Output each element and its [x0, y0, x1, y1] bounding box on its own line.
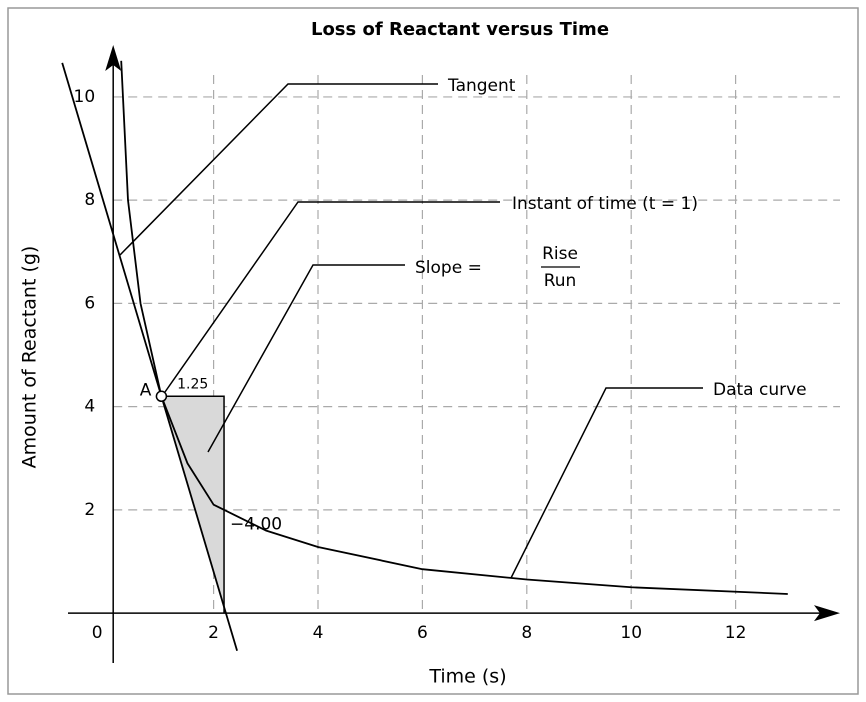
- y-tick-label: 6: [84, 293, 95, 313]
- leader: [207, 264, 405, 453]
- y-tick-label: 10: [74, 87, 96, 107]
- y-tick-label: 8: [84, 190, 95, 210]
- frame: [7, 7, 859, 695]
- annotation: −4.00: [230, 515, 282, 535]
- x-axis-label: Time (s): [428, 666, 506, 688]
- marks: [61, 60, 788, 651]
- y-axis-arrow: [105, 45, 122, 71]
- y-tick-label: 2: [84, 500, 95, 520]
- y-axis-label: Amount of Reactant (g): [19, 246, 41, 469]
- x-axis-arrow: [814, 605, 840, 622]
- x-tick-label: 2: [208, 623, 219, 643]
- annotation: Rise: [542, 244, 578, 264]
- annotation: Data curve: [713, 380, 807, 400]
- x-tick-label: 4: [313, 623, 324, 643]
- x-tick-label: 6: [417, 623, 428, 643]
- annotation: Run: [544, 271, 577, 291]
- annotation: Tangent: [447, 76, 516, 96]
- y-tick-label: 4: [84, 397, 95, 417]
- series-line: [120, 60, 788, 595]
- x-tick-label: 12: [725, 623, 747, 643]
- x-tick-label: 8: [521, 623, 532, 643]
- x-tick-label: 0: [92, 623, 103, 643]
- leader: [119, 83, 438, 256]
- annotation: A: [140, 380, 152, 400]
- annotation: 1.25: [177, 376, 208, 392]
- chart-title: Loss of Reactant versus Time: [311, 19, 609, 40]
- point-a: [155, 390, 168, 403]
- slope-box: [161, 395, 225, 614]
- annotation: Instant of time (t = 1): [512, 194, 698, 214]
- leader: [510, 387, 703, 579]
- leader: [164, 201, 500, 393]
- series-line: [61, 62, 238, 651]
- x-tick-label: 10: [620, 623, 642, 643]
- annotation: Slope =: [415, 258, 482, 278]
